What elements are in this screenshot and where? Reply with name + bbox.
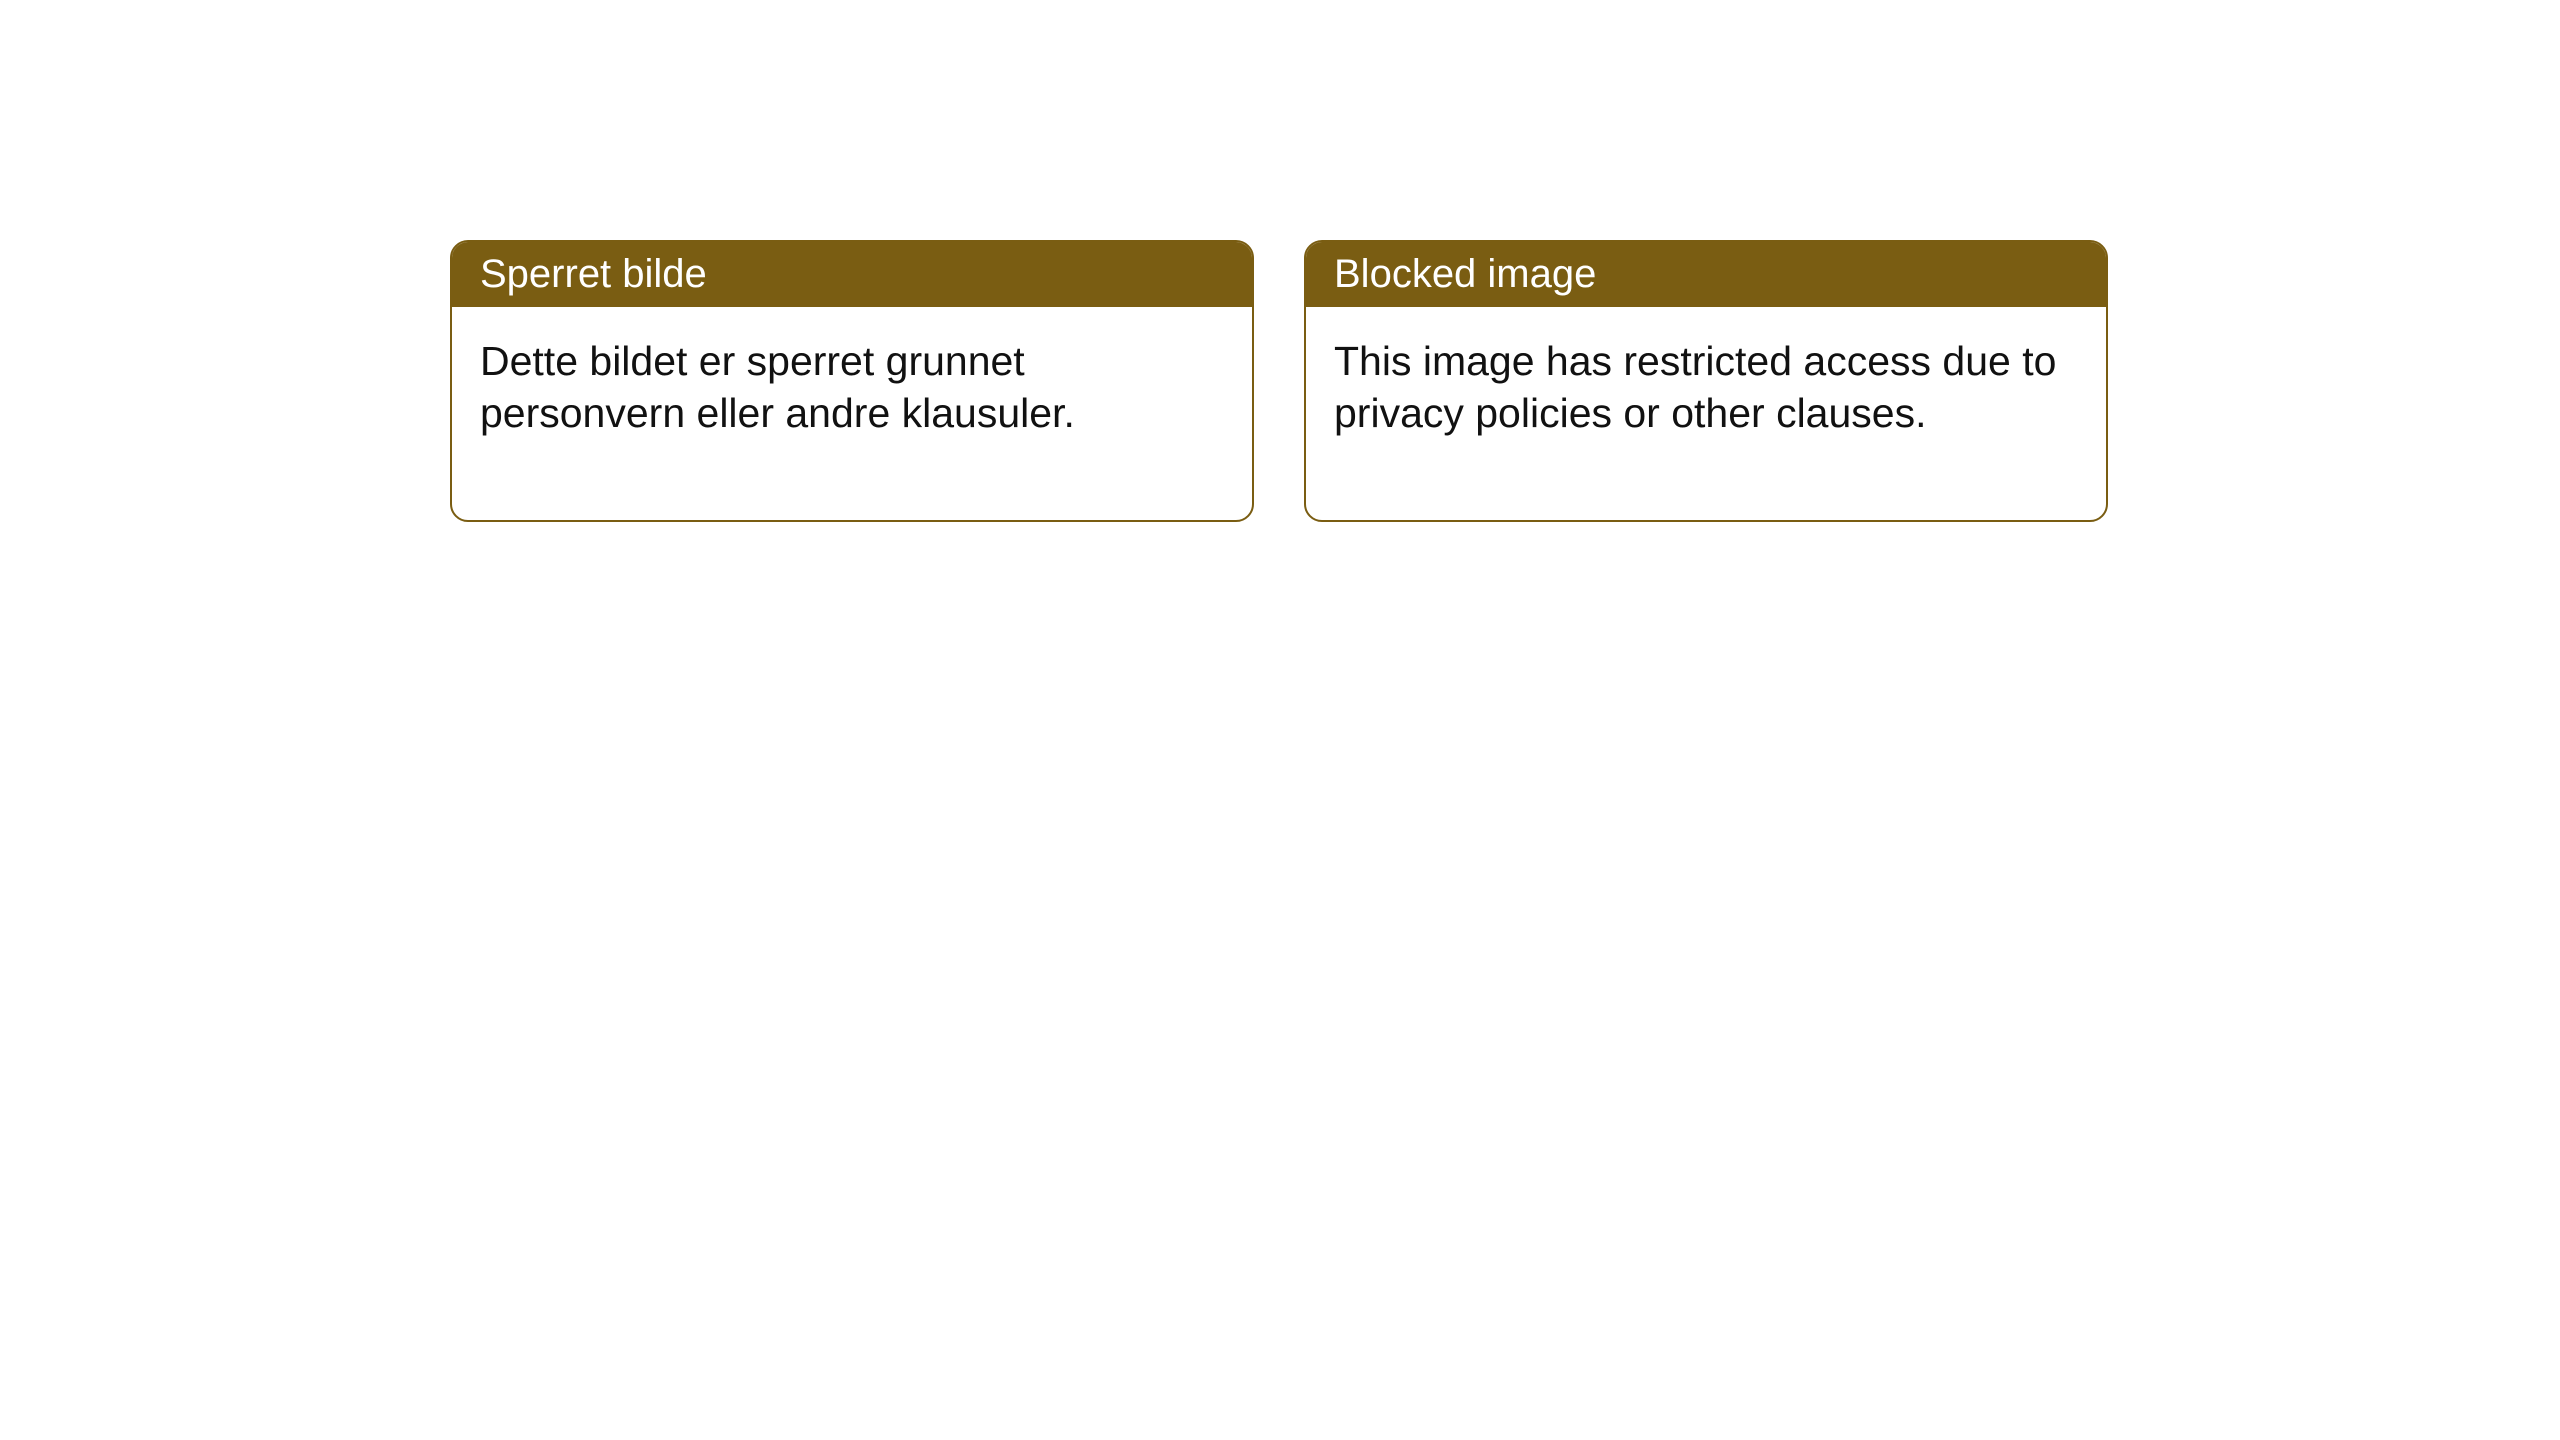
- notice-card-title: Blocked image: [1306, 242, 2106, 307]
- notice-card-title: Sperret bilde: [452, 242, 1252, 307]
- notice-card-norwegian: Sperret bilde Dette bildet er sperret gr…: [450, 240, 1254, 522]
- notice-card-body: Dette bildet er sperret grunnet personve…: [452, 307, 1252, 520]
- notice-container: Sperret bilde Dette bildet er sperret gr…: [450, 240, 2108, 522]
- notice-card-english: Blocked image This image has restricted …: [1304, 240, 2108, 522]
- notice-card-body: This image has restricted access due to …: [1306, 307, 2106, 520]
